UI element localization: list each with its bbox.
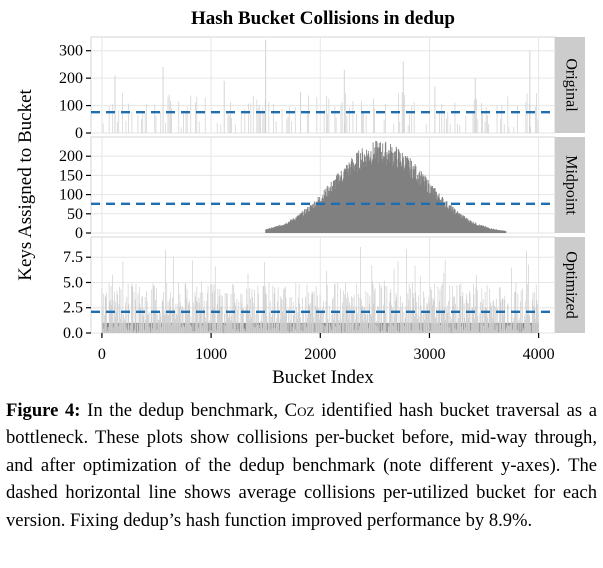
y-tick-label: 0 <box>75 225 83 242</box>
strip-label-midpoint: Midpoint <box>562 155 579 215</box>
y-tick-label: 7.5 <box>63 249 83 266</box>
caption-tool-name: Coz <box>284 400 315 421</box>
y-tick-label: 300 <box>59 43 83 60</box>
x-tick-label: 1000 <box>195 346 227 363</box>
y-tick-label: 100 <box>59 187 83 204</box>
y-tick-label: 200 <box>59 148 83 165</box>
chart-title: Hash Bucket Collisions in dedup <box>191 8 455 29</box>
strip-label-optimized: Optimized <box>562 251 579 319</box>
y-tick-label: 150 <box>59 167 83 184</box>
y-tick-label: 50 <box>67 206 83 223</box>
bars-optimized <box>101 246 539 333</box>
caption-text-after: identified hash bucket traversal as a bo… <box>6 400 597 531</box>
panel-optimized: 0.0 2.5 5.0 7.5 Optimized <box>63 236 585 342</box>
panel-strip <box>555 37 585 133</box>
x-axis-label: Bucket Index <box>272 367 374 388</box>
figure-caption: Figure 4: In the dedup benchmark, Coz id… <box>6 397 597 534</box>
y-tick-label: 5.0 <box>63 274 83 291</box>
strip-label-original: Original <box>562 58 579 112</box>
x-tick-label: 2000 <box>304 346 336 363</box>
y-tick-label: 200 <box>59 70 83 87</box>
figure-chart: Hash Bucket Collisions in dedup 0 100 200 30… <box>15 8 585 388</box>
panel-strip <box>555 237 585 333</box>
caption-label: Figure 4: <box>6 400 81 421</box>
chart-svg: Hash Bucket Collisions in dedup 0 100 200 30… <box>15 8 585 388</box>
x-tick-label: 3000 <box>413 346 445 363</box>
y-tick-label: 0.0 <box>63 325 83 342</box>
y-axis-label: Keys Assigned to Bucket <box>15 89 36 281</box>
panel-background <box>90 36 556 134</box>
y-tick-label: 0 <box>75 125 83 142</box>
x-tick-label: 4000 <box>523 346 555 363</box>
y-tick-label: 2.5 <box>63 300 83 317</box>
panel-midpoint: 0 50 100 150 200 Midpoint <box>59 136 585 242</box>
bars-original <box>102 39 539 133</box>
bars-midpoint <box>265 141 507 233</box>
x-tick-label: 0 <box>98 346 106 363</box>
y-tick-label: 100 <box>59 98 83 115</box>
panel-original: 0 100 200 300 Original <box>59 36 585 142</box>
caption-text-before: In the dedup benchmark, <box>80 400 285 421</box>
panel-strip <box>555 137 585 233</box>
